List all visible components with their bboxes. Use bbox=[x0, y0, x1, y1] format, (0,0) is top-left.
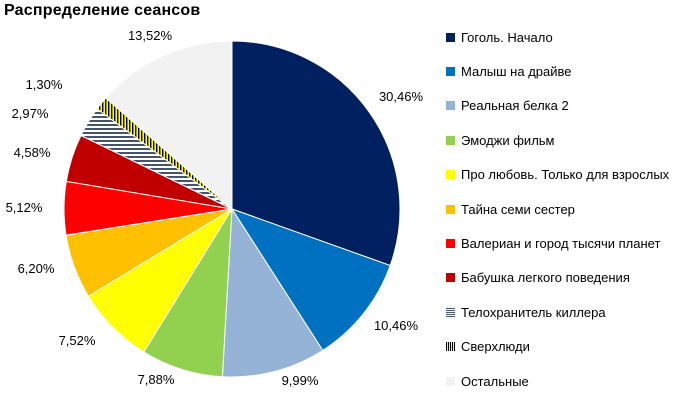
legend-label: Тайна семи сестер bbox=[461, 201, 575, 217]
legend-swatch bbox=[446, 135, 455, 145]
legend-label: Реальная белка 2 bbox=[461, 98, 569, 114]
legend-swatch bbox=[446, 32, 455, 42]
legend-item: Телохранитель киллера bbox=[446, 295, 696, 329]
chart-title: Распределение сеансов bbox=[4, 2, 201, 19]
slice-value-label: 7,52% bbox=[59, 333, 96, 348]
legend-swatch bbox=[446, 376, 455, 386]
legend-swatch bbox=[446, 101, 455, 111]
legend-item: Про любовь. Только для взрослых bbox=[446, 158, 696, 192]
pie-data-labels: 30,46% 10,46% 9,99% 7,88% 7,52% 6,20% 5,12% 4,5… bbox=[6, 28, 424, 388]
legend-item: Реальная белка 2 bbox=[446, 89, 696, 123]
legend-swatch bbox=[446, 273, 455, 283]
pie-slice bbox=[231, 40, 401, 267]
legend-swatch bbox=[446, 67, 455, 77]
legend-label: Сверхлюди bbox=[461, 339, 530, 355]
slice-value-label: 2,97% bbox=[12, 106, 49, 121]
legend-label: Бабушка легкого поведения bbox=[461, 270, 630, 286]
legend-item: Тайна семи сестер bbox=[446, 192, 696, 226]
legend-item: Бабушка легкого поведения bbox=[446, 261, 696, 295]
pie-slices bbox=[63, 40, 401, 378]
legend-swatch bbox=[446, 342, 455, 352]
legend-item: Малыш на драйве bbox=[446, 54, 696, 88]
legend-swatch bbox=[446, 307, 455, 317]
pie-slice bbox=[221, 207, 324, 378]
slice-value-label: 9,99% bbox=[282, 373, 319, 388]
chart-legend: Гоголь. Начало Малыш на драйве Реальная бе… bbox=[446, 20, 696, 398]
slice-value-label: 30,46% bbox=[379, 89, 424, 104]
legend-item: Остальные bbox=[446, 364, 696, 398]
slice-value-label: 1,30% bbox=[26, 77, 63, 92]
slice-value-label: 5,12% bbox=[6, 200, 43, 215]
legend-label: Телохранитель киллера bbox=[461, 304, 606, 320]
legend-swatch bbox=[446, 239, 455, 249]
slice-value-label: 13,52% bbox=[128, 28, 173, 43]
slice-value-label: 7,88% bbox=[138, 372, 175, 387]
slice-value-label: 10,46% bbox=[374, 318, 419, 333]
legend-item: Сверхлюди bbox=[446, 330, 696, 364]
legend-label: Гоголь. Начало bbox=[461, 29, 553, 45]
legend-swatch bbox=[446, 170, 455, 180]
legend-item: Гоголь. Начало bbox=[446, 20, 696, 54]
legend-label: Остальные bbox=[461, 373, 529, 389]
pie-slice bbox=[105, 40, 233, 211]
legend-label: Валериан и город тысячи планет bbox=[461, 236, 661, 252]
legend-label: Про любовь. Только для взрослых bbox=[461, 167, 670, 183]
pie-slice bbox=[230, 208, 391, 352]
slice-value-label: 6,20% bbox=[18, 261, 55, 276]
pie-chart: 30,46% 10,46% 9,99% 7,88% 7,52% 6,20% 5,12% 4,5… bbox=[6, 28, 424, 388]
slice-value-label: 4,58% bbox=[14, 145, 51, 160]
legend-label: Эмоджи фильм bbox=[461, 132, 555, 148]
legend-swatch bbox=[446, 204, 455, 214]
legend-item: Эмоджи фильм bbox=[446, 123, 696, 157]
legend-item: Валериан и город тысячи планет bbox=[446, 226, 696, 260]
legend-label: Малыш на драйве bbox=[461, 64, 572, 80]
